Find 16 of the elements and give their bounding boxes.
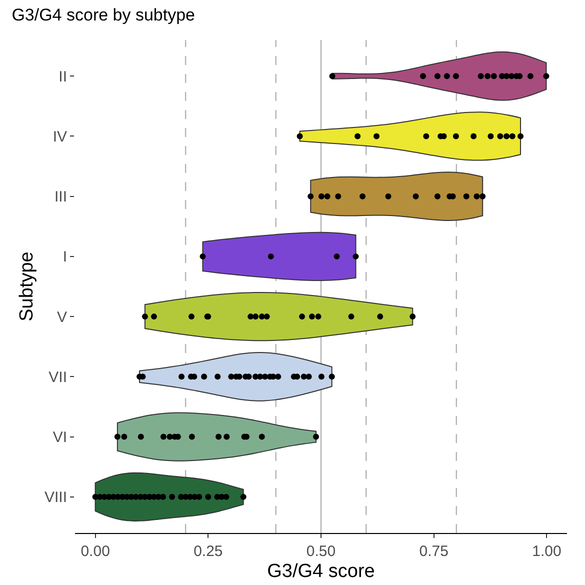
x-tick-label: 0.50	[306, 543, 336, 560]
x-axis-title: G3/G4 score	[267, 560, 375, 582]
chart-title: G3/G4 score by subtype	[12, 6, 196, 25]
y-tick-label: VIII	[44, 489, 67, 506]
y-tick-label: II	[58, 68, 67, 86]
x-tick-label: 1.00	[532, 543, 562, 560]
y-tick-label: IV	[52, 128, 67, 146]
x-tick-label: 0.00	[80, 543, 110, 560]
y-tick-label: I	[62, 248, 67, 266]
y-tick-label: VI	[52, 429, 67, 446]
x-tick-label: 0.75	[419, 543, 448, 560]
x-tick-label: 0.25	[194, 543, 223, 560]
y-axis-title: Subtype	[16, 252, 38, 322]
y-tick-label: III	[54, 188, 67, 206]
y-tick-label: V	[56, 308, 67, 326]
y-tick-label: VII	[48, 368, 67, 386]
